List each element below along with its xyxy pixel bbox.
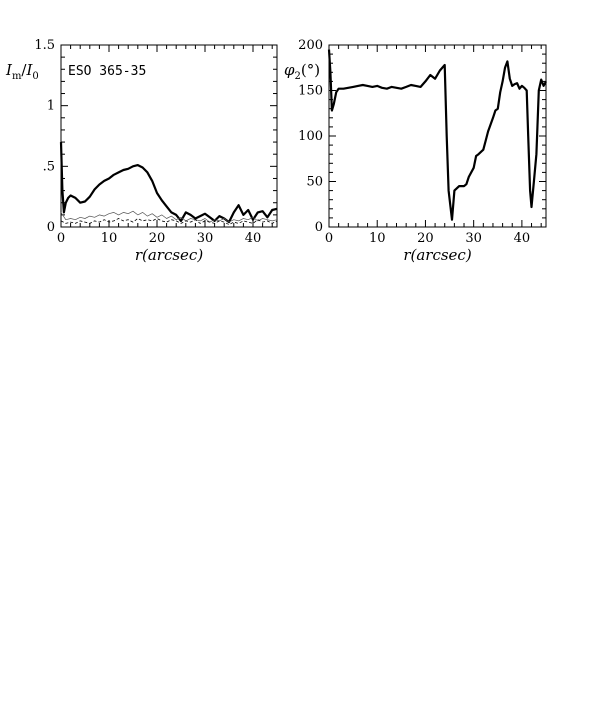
ylabel-phi-rest: (°) — [301, 61, 320, 79]
left-series-group — [59, 142, 278, 226]
y-tick-label: 150 — [298, 84, 323, 99]
y-tick-label: 0 — [315, 220, 323, 235]
left-y-axis-label: Im/I0 — [5, 61, 39, 82]
series-line-thick-solid — [327, 49, 547, 221]
ylabel-slash: / — [21, 61, 27, 79]
y-tick-label: 100 — [298, 129, 323, 144]
x-tick-label: 20 — [149, 231, 166, 246]
ylabel-phi: φ — [284, 61, 295, 79]
right-series-group — [327, 49, 547, 221]
series-line-thin-dashed — [60, 218, 278, 226]
right-axis-ticks — [328, 44, 546, 228]
ylabel-main2: I — [25, 61, 33, 79]
y-tick-label: 1 — [47, 99, 55, 114]
ylabel-main: I — [5, 61, 13, 79]
y-tick-label: 0 — [47, 220, 55, 235]
y-tick-label: 50 — [306, 175, 323, 190]
x-tick-label: 10 — [101, 231, 118, 246]
galaxy-annotation: ESO 365-35 — [68, 64, 146, 79]
x-tick-label: 30 — [465, 231, 482, 246]
right-x-axis-label: r(arcsec) — [403, 246, 472, 264]
x-tick-label: 30 — [197, 231, 214, 246]
x-tick-label: 40 — [514, 231, 531, 246]
x-tick-label: 0 — [57, 231, 65, 246]
y-tick-label: 1.5 — [34, 38, 55, 53]
left-x-axis-label: r(arcsec) — [135, 246, 204, 264]
x-tick-label: 10 — [369, 231, 386, 246]
right-tick-labels: 0 10 20 30 40 0 50 100 150 200 — [298, 38, 530, 246]
series-line-thin-solid — [60, 210, 278, 223]
y-tick-label: .5 — [43, 159, 55, 174]
series-line-thick-solid — [59, 142, 278, 224]
left-axis-ticks — [60, 44, 277, 228]
left-tick-labels: 0 10 20 30 40 0 .5 1 1.5 — [34, 38, 261, 246]
ylabel-sub-m: m — [12, 71, 22, 82]
right-y-axis-label: φ2(°) — [284, 61, 320, 82]
x-tick-label: 40 — [245, 231, 262, 246]
x-tick-label: 0 — [325, 231, 333, 246]
x-tick-label: 20 — [417, 231, 434, 246]
left-panel: 0 10 20 30 40 0 .5 1 1.5 ESO 365-35 r(arcsec) Im… — [5, 38, 278, 264]
y-tick-label: 200 — [298, 38, 323, 53]
left-plot-frame — [60, 44, 278, 228]
right-panel: 0 10 20 30 40 0 50 100 150 200 r(arcsec) φ2(°) — [284, 38, 547, 264]
ylabel-sub-0: 0 — [32, 71, 38, 82]
right-plot-frame — [328, 44, 547, 228]
ylabel-phi-sub: 2 — [295, 71, 301, 82]
